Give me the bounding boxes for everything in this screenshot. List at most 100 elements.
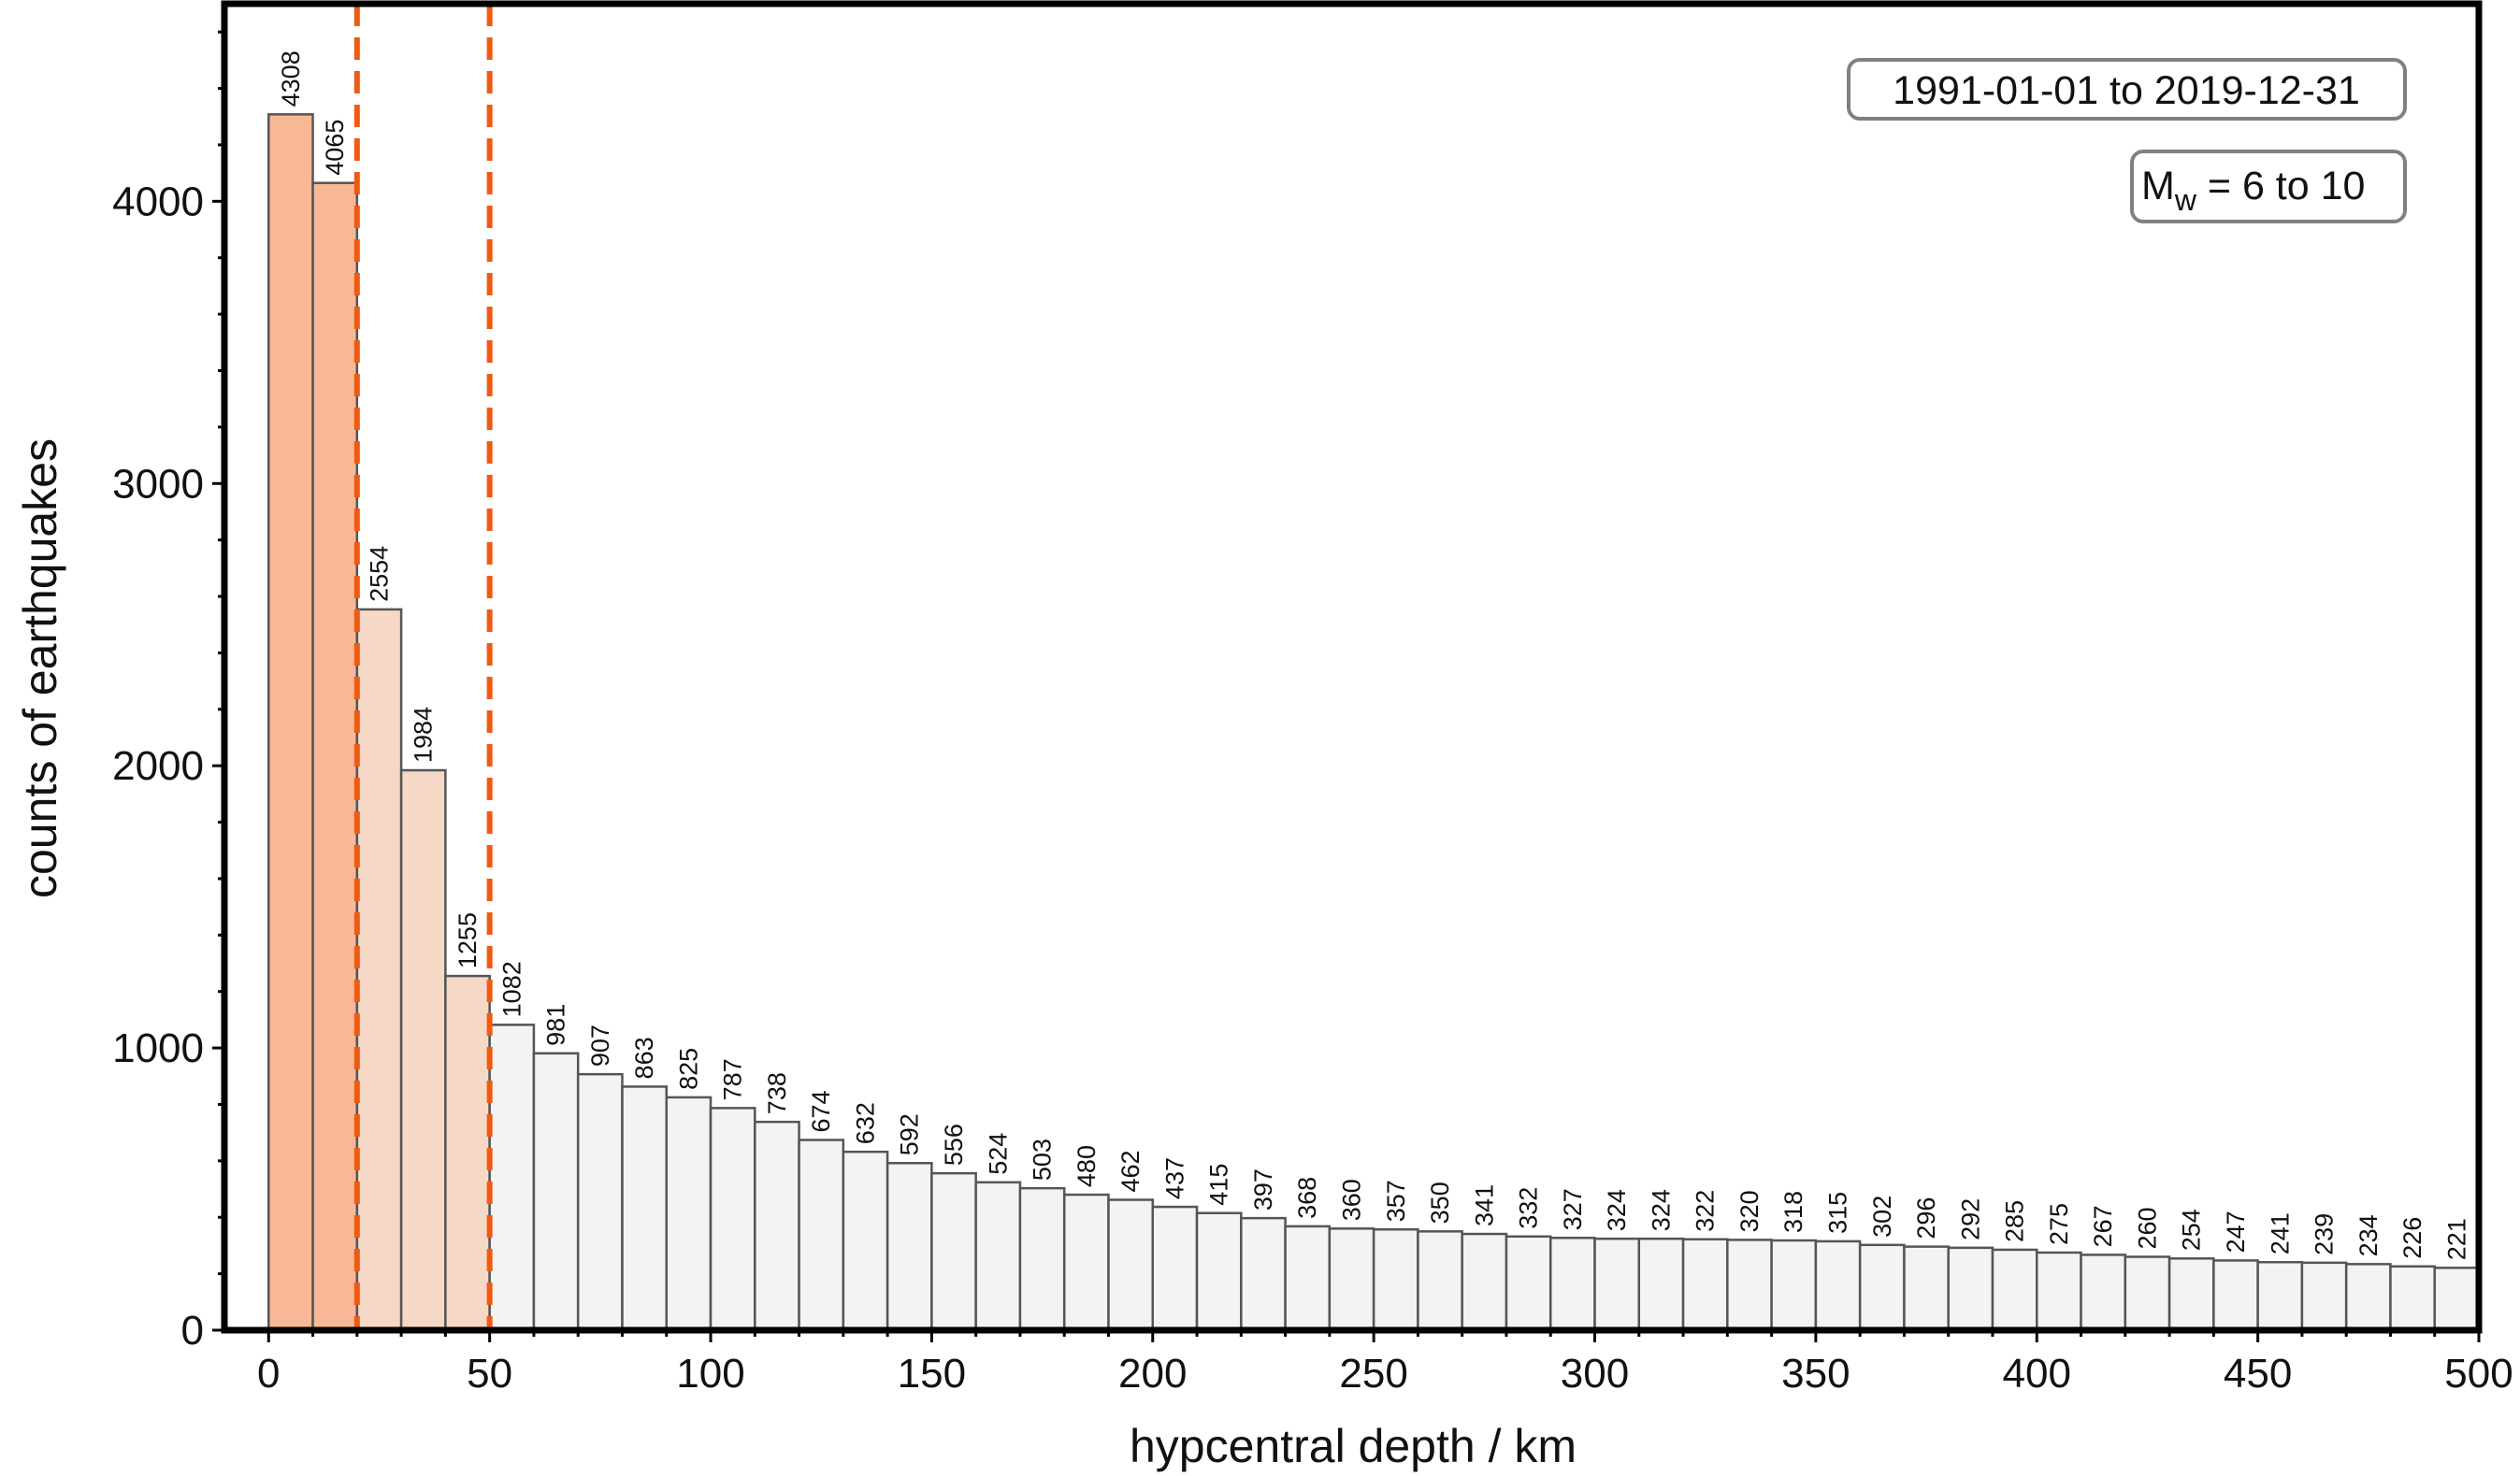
y-tick-label: 3000 (112, 461, 204, 507)
x-tick-label: 150 (898, 1351, 966, 1397)
bar (2167, 1257, 2215, 1332)
bar-value-label: 787 (719, 1058, 747, 1100)
bar-value-label: 503 (1029, 1139, 1057, 1181)
bar (798, 1139, 845, 1332)
bar-value-label: 357 (1382, 1180, 1410, 1222)
bar (2433, 1267, 2481, 1332)
bar-value-label: 360 (1338, 1179, 1366, 1221)
bar (621, 1085, 668, 1332)
bar-value-label: 260 (2133, 1207, 2161, 1249)
bar-value-label: 674 (807, 1090, 835, 1132)
bar-value-label: 247 (2222, 1211, 2250, 1253)
bar (1107, 1198, 1155, 1332)
bar-value-label: 368 (1293, 1177, 1321, 1219)
y-tick-label: 2000 (112, 743, 204, 789)
x-tick-label: 100 (676, 1351, 744, 1397)
bar (842, 1150, 889, 1332)
bar (1548, 1237, 1596, 1332)
bar (2212, 1259, 2259, 1332)
bar (1593, 1237, 1641, 1332)
x-axis-title: hypcentral depth / km (1130, 1420, 1577, 1472)
reference-lines-group (353, 4, 493, 1330)
bar (311, 181, 359, 1332)
bar (1505, 1235, 1552, 1332)
y-axis-ticks: 0 1000 2000 3000 4000 (112, 30, 224, 1354)
bars-group (267, 113, 2481, 1332)
bar-value-label: 320 (1735, 1190, 1764, 1232)
bar-value-label: 1255 (454, 912, 482, 968)
bar-value-label: 332 (1515, 1187, 1543, 1229)
bar (2124, 1255, 2171, 1332)
bar-value-label: 275 (2045, 1203, 2073, 1245)
bar (488, 1024, 536, 1332)
y-tick-label: 4000 (112, 179, 204, 224)
bar (665, 1096, 713, 1332)
bar-value-label: 4065 (321, 120, 349, 176)
bar-value-label: 1984 (410, 707, 438, 763)
magnitude-text: Mw = 6 to 10 (2141, 164, 2365, 217)
bar-value-label: 324 (1647, 1189, 1675, 1231)
bar-value-label: 302 (1868, 1196, 1896, 1238)
x-tick-label: 500 (2444, 1351, 2513, 1397)
bar-value-label: 738 (763, 1072, 791, 1114)
bar-value-label: 462 (1116, 1150, 1145, 1192)
plot-frame (221, 0, 2483, 1334)
bar (1770, 1239, 1818, 1332)
bar (1372, 1227, 1419, 1332)
bar-value-label: 592 (896, 1113, 924, 1155)
bar (1991, 1248, 2038, 1332)
x-tick-label: 50 (467, 1351, 512, 1397)
magnitude-range: = 6 to 10 (2196, 164, 2366, 208)
x-tick-label: 0 (257, 1351, 280, 1397)
bar (1240, 1216, 1287, 1332)
magnitude-box (2130, 150, 2407, 223)
bar (576, 1072, 624, 1332)
bar-value-label: 327 (1559, 1188, 1587, 1230)
bar (267, 113, 314, 1332)
bar (1814, 1240, 1862, 1332)
y-axis-title: counts of earthquakes (14, 438, 66, 898)
bar (1681, 1238, 1729, 1332)
bar (2344, 1263, 2392, 1332)
bar (974, 1181, 1022, 1332)
bar (754, 1120, 800, 1332)
magnitude-subscript: w (2174, 183, 2197, 217)
bar (1461, 1232, 1508, 1332)
bar-value-label: 239 (2311, 1213, 2339, 1255)
bar-labels-group: 4308 4065 2554 1984 1255 1082 981 907 863 825 787 7… (277, 50, 2470, 1260)
x-tick-label: 350 (1781, 1351, 1850, 1397)
bar (1726, 1239, 1773, 1332)
bar (2389, 1265, 2436, 1332)
bar (930, 1171, 977, 1332)
magnitude-annotation: Mw = 6 to 10 (2130, 150, 2407, 223)
bar-value-label: 241 (2266, 1212, 2294, 1254)
bar-value-label: 322 (1692, 1190, 1720, 1232)
bar (2036, 1251, 2082, 1332)
bar (399, 768, 447, 1332)
bar-value-label: 4308 (277, 50, 305, 107)
bar-value-label: 397 (1249, 1168, 1277, 1211)
bar (1637, 1237, 1685, 1332)
date-range-annotation: 1991-01-01 to 2019-12-31 (1847, 58, 2407, 121)
bar (1062, 1193, 1110, 1332)
bar-value-label: 415 (1205, 1164, 1233, 1206)
bar-value-label: 324 (1603, 1189, 1631, 1231)
date-range-box (1847, 58, 2407, 121)
bar-value-label: 221 (2442, 1218, 2470, 1260)
bar-value-label: 350 (1426, 1182, 1454, 1224)
x-tick-label: 450 (2224, 1351, 2292, 1397)
bar-value-label: 296 (1912, 1197, 1940, 1240)
bar (1947, 1246, 1994, 1332)
x-tick-label: 200 (1118, 1351, 1187, 1397)
x-tick-label: 400 (2003, 1351, 2071, 1397)
bar-value-label: 254 (2178, 1209, 2206, 1251)
bar-value-label: 863 (630, 1037, 658, 1079)
bar (709, 1107, 756, 1332)
bar (2080, 1254, 2127, 1332)
bar-value-label: 226 (2398, 1217, 2426, 1259)
bar (1018, 1186, 1066, 1332)
bar (1858, 1243, 1906, 1332)
bar (444, 974, 491, 1332)
bar-value-label: 318 (1779, 1191, 1807, 1233)
bar-value-label: 292 (1956, 1198, 1984, 1240)
